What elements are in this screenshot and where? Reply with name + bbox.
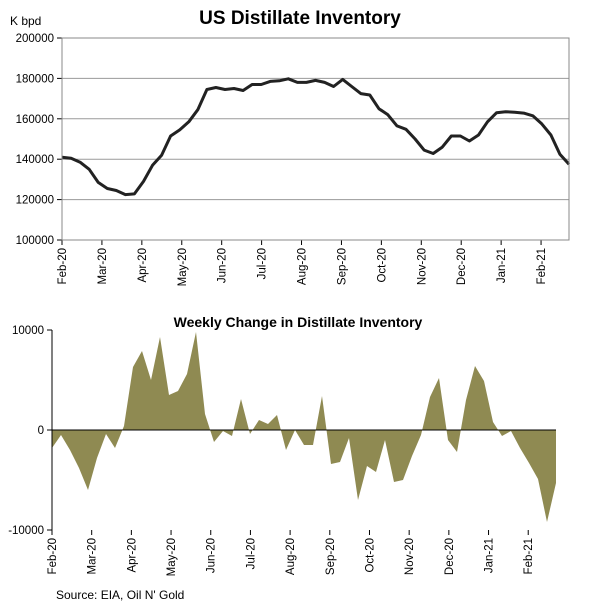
chart2-y-ticks: -10000 0 10000 (8, 325, 52, 537)
chart1-x-tick-label: Apr-20 (137, 248, 149, 283)
chart2-x-tick-label: Nov-20 (404, 538, 416, 575)
chart2-x-tick-label: Jun-20 (206, 538, 218, 573)
chart1-x-tick-label: Aug-20 (297, 248, 309, 285)
chart1-x-tick-label: Mar-20 (97, 248, 109, 284)
weekly-change-chart: Weekly Change in Distillate Inventory -1… (8, 314, 556, 576)
chart2-y-tick-label: -10000 (8, 525, 44, 537)
chart1-x-tick-label: May-20 (177, 248, 189, 286)
chart2-series-area (52, 332, 556, 522)
chart2-x-tick-label: Oct-20 (364, 538, 376, 573)
chart2-x-tick-label: Feb-21 (523, 538, 535, 574)
chart1-y-tick-label: 140000 (16, 154, 54, 166)
chart2-x-tick-label: Jan-21 (484, 538, 496, 573)
chart2-x-tick-label: Mar-20 (87, 538, 99, 574)
chart1-x-tick-label: Feb-21 (536, 248, 548, 284)
chart1-x-tick-label: Feb-20 (57, 248, 69, 284)
chart2-x-ticks: Feb-20 Mar-20 Apr-20 May-20 Jun-20 Jul-20 Aug-… (47, 530, 535, 576)
chart1-series-line (61, 77, 571, 197)
chart1-x-tick-label: Sep-20 (336, 248, 348, 285)
chart1-x-tick-label: Jul-20 (257, 248, 269, 279)
distillate-inventory-chart: US Distillate Inventory K bpd 100000 1200… (10, 8, 571, 286)
chart1-x-tick-label: Dec-20 (456, 248, 468, 285)
chart2-x-tick-label: Sep-20 (325, 538, 337, 575)
chart2-x-tick-label: Aug-20 (285, 538, 297, 575)
chart1-y-axis-label: K bpd (10, 14, 41, 28)
chart1-y-ticks: 100000 120000 140000 160000 180000 200000 (16, 33, 62, 247)
chart2-y-tick-label: 0 (38, 425, 44, 437)
chart1-x-tick-label: Nov-20 (416, 248, 428, 285)
chart2-x-tick-label: May-20 (166, 538, 178, 576)
chart1-x-tick-label: Jan-21 (496, 248, 508, 283)
chart1-x-tick-label: Jun-20 (217, 248, 229, 283)
chart1-y-tick-label: 180000 (16, 73, 54, 85)
chart2-x-tick-label: Jul-20 (245, 538, 257, 569)
chart1-x-ticks: Feb-20 Mar-20 Apr-20 May-20 Jun-20 Jul-20 Aug-… (57, 240, 548, 286)
chart2-title: Weekly Change in Distillate Inventory (174, 314, 423, 330)
chart1-gridlines (62, 37, 569, 241)
chart1-x-tick-label: Oct-20 (376, 248, 388, 283)
chart2-x-tick-label: Dec-20 (444, 538, 456, 575)
chart1-y-tick-label: 120000 (16, 195, 54, 207)
chart2-y-tick-label: 10000 (12, 325, 44, 337)
chart1-title: US Distillate Inventory (199, 8, 401, 29)
chart1-y-tick-label: 160000 (16, 114, 54, 126)
source-note: Source: EIA, Oil N' Gold (56, 588, 184, 602)
chart2-x-tick-label: Feb-20 (47, 538, 59, 574)
chart1-plot-frame (61, 37, 570, 241)
chart1-y-tick-label: 200000 (16, 33, 54, 45)
chart1-y-tick-label: 100000 (16, 235, 54, 247)
chart2-x-tick-label: Apr-20 (126, 538, 138, 573)
